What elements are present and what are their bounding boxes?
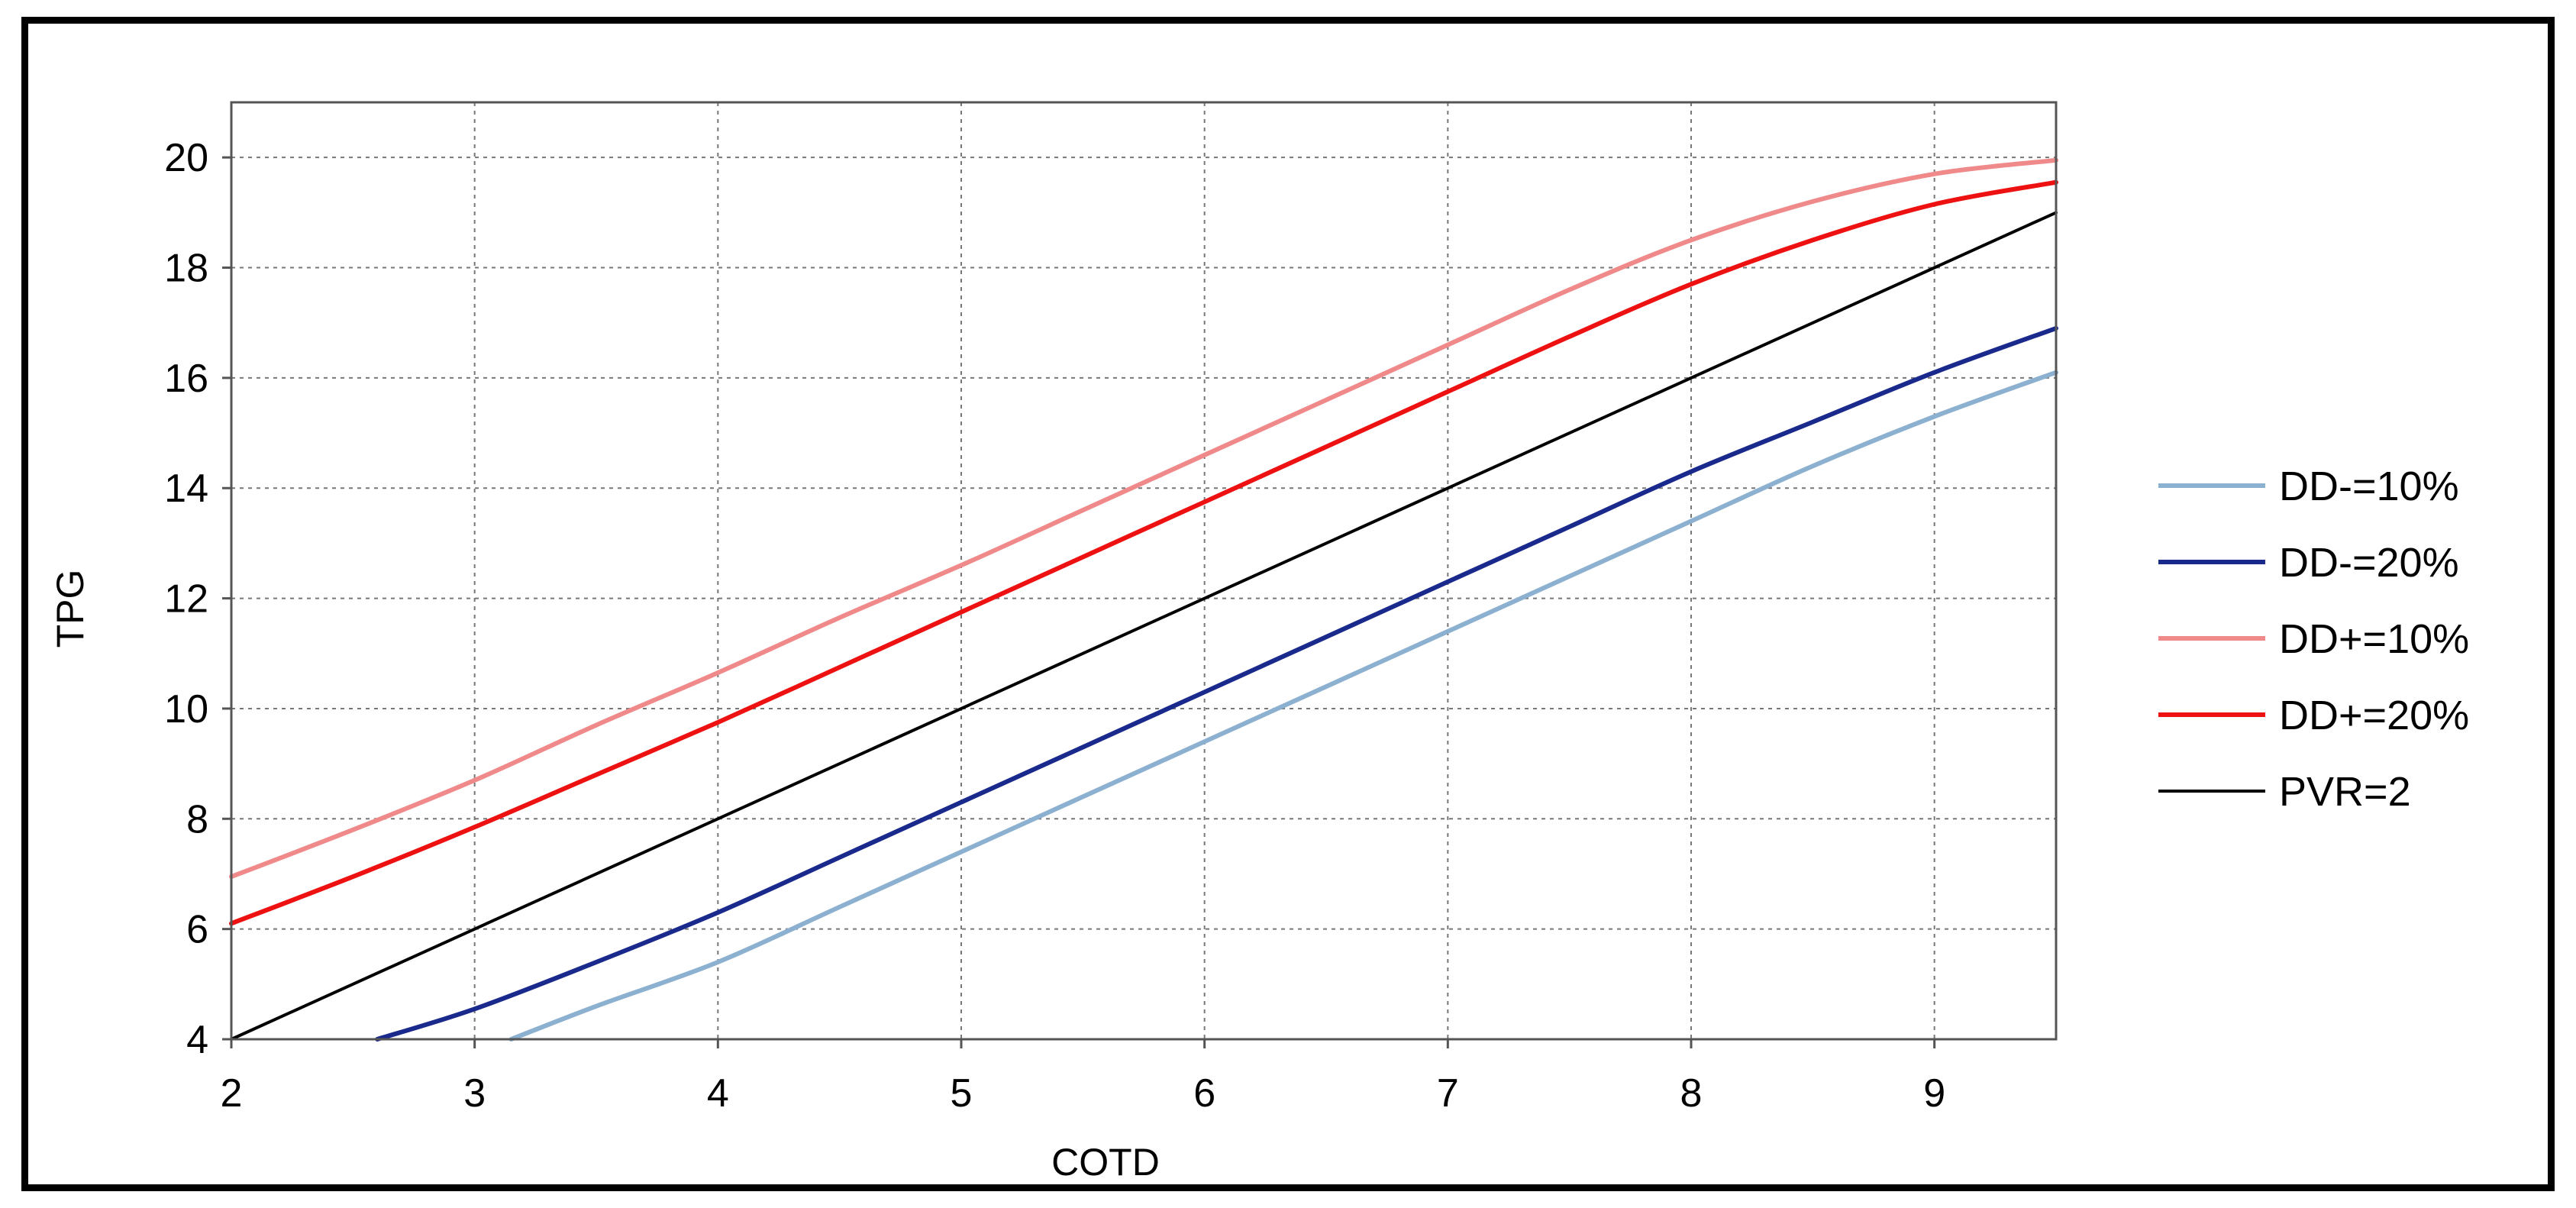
- legend-label: DD+=10%: [2279, 616, 2469, 662]
- y-tick-label: 20: [164, 136, 208, 180]
- series-line-2: [375, 325, 2058, 1042]
- x-tick-label: 8: [1680, 1071, 1703, 1116]
- y-tick-label: 10: [164, 687, 208, 732]
- legend-label: DD+=20%: [2279, 693, 2469, 738]
- series-line-5: [230, 211, 2058, 1041]
- y-axis-label: TPG: [49, 570, 92, 648]
- y-tick-label: 12: [164, 577, 208, 622]
- x-axis-label: COTD: [1051, 1141, 1160, 1184]
- y-tick-label: 6: [186, 908, 208, 952]
- x-tick-label: 6: [1193, 1071, 1215, 1116]
- y-tick-label: 16: [164, 357, 208, 401]
- x-tick-label: 3: [463, 1071, 486, 1116]
- y-tick-label: 8: [186, 797, 208, 841]
- series-line-3: [229, 157, 2058, 880]
- x-tick-label: 9: [1923, 1071, 1945, 1116]
- y-tick-label: 14: [164, 467, 208, 511]
- series-line-1: [508, 370, 2058, 1042]
- plot-area-border: [230, 101, 2058, 1041]
- line-chart: 2 3 4 5 6 7 8 9 4 6 8 10 12 14 16 18 20 COTD TPG DD-=10…: [49, 101, 2469, 1184]
- x-tick-label: 2: [221, 1071, 243, 1116]
- x-tick-label: 5: [951, 1071, 973, 1116]
- chart-frame: 2 3 4 5 6 7 8 9 4 6 8 10 12 14 16 18 20 COTD TPG DD-=10…: [21, 17, 2555, 1191]
- x-tick-label: 7: [1437, 1071, 1459, 1116]
- x-tick-label: 4: [707, 1071, 729, 1116]
- legend-label: PVR=2: [2279, 769, 2411, 815]
- series-line-4: [229, 179, 2058, 926]
- legend-label: DD-=20%: [2279, 540, 2459, 586]
- y-tick-label: 4: [186, 1018, 208, 1062]
- legend-label: DD-=10%: [2279, 463, 2459, 509]
- y-tick-label: 18: [164, 247, 208, 291]
